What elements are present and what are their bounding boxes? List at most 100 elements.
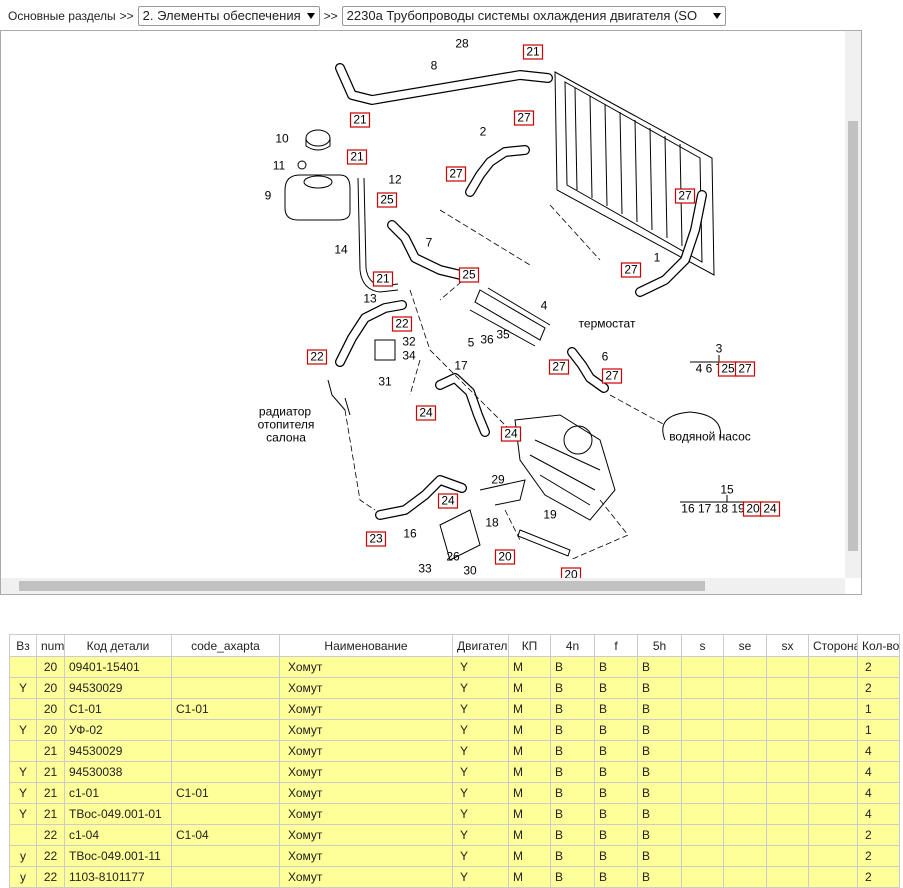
callout-boxed: 25: [380, 193, 394, 207]
breadcrumb-root[interactable]: Основные разделы: [8, 9, 116, 23]
callout: 18: [485, 516, 499, 530]
table-cell: y: [9, 845, 37, 867]
callout-box: [372, 271, 394, 287]
table-row: y 22 ТВос-049.001-11 Хомут Y M B B B 2: [9, 845, 900, 867]
table-cell: Y: [452, 677, 509, 699]
table-cell: [723, 824, 767, 846]
table-cell: [766, 845, 809, 867]
callout-boxed: 27: [552, 360, 566, 374]
engine: [529, 439, 601, 506]
callout: 16: [403, 527, 417, 541]
table-cell: 1: [857, 719, 900, 741]
callout: 10: [275, 132, 289, 146]
table-cell: B: [637, 761, 682, 783]
table-row: Y 20 94530029 Хомут Y M B B B 2: [9, 677, 900, 699]
callout-boxed: 22: [310, 350, 324, 364]
table-cell: M: [508, 824, 551, 846]
table-cell: [681, 866, 724, 888]
table-cell: [681, 782, 724, 804]
table-cell: [681, 803, 724, 825]
scroll-thumb[interactable]: [19, 581, 705, 591]
table-cell: 2: [857, 824, 900, 846]
callout: 32: [402, 335, 416, 349]
table-cell: [766, 698, 809, 720]
table-cell: y: [9, 866, 37, 888]
callout-box: [513, 110, 535, 126]
callout: 19: [543, 508, 557, 522]
callout: 15: [720, 483, 734, 497]
table-cell: [171, 719, 280, 741]
table-cell: [723, 740, 767, 762]
table-cell: Хомут: [279, 677, 453, 699]
table-row: Y 21 ТВос-049.001-01 Хомут Y M B B B 4: [9, 803, 900, 825]
callout-box: [365, 531, 387, 547]
table-cell: Y: [9, 677, 37, 699]
hose: [436, 374, 489, 436]
table-cell: B: [637, 740, 682, 762]
callout-boxed: 24: [441, 494, 455, 508]
table-cell: [681, 761, 724, 783]
radiator-fins: [574, 87, 683, 247]
table-row: 20 09401-15401 Хомут Y M B B B 2: [9, 656, 900, 678]
callout-boxed: 27: [449, 167, 463, 181]
callout: 30: [463, 564, 477, 578]
column-header: se: [723, 634, 767, 657]
callout-boxed: 27: [517, 111, 531, 125]
table-cell: [766, 782, 809, 804]
group-select[interactable]: 2230a Трубопроводы системы охлаждения дв…: [341, 6, 726, 26]
table-cell: [723, 761, 767, 783]
table-cell: [723, 803, 767, 825]
table-cell: 1103-8101177: [64, 866, 172, 888]
table-cell: B: [550, 866, 595, 888]
hose: [336, 301, 406, 366]
column-header: КП: [508, 634, 551, 657]
table-cell: [766, 866, 809, 888]
table-cell: 22: [36, 845, 65, 867]
table-cell: [171, 656, 280, 678]
table-cell: 09401-15401: [64, 656, 172, 678]
callout: отопителя: [258, 418, 315, 432]
callout: 31: [378, 375, 392, 389]
breadcrumb-separator: >>: [119, 9, 134, 23]
table-cell: B: [550, 845, 595, 867]
table-cell: [766, 824, 809, 846]
horizontal-scrollbar[interactable]: [1, 578, 845, 594]
table-cell: 94530038: [64, 761, 172, 783]
table-cell: C1-01: [171, 698, 280, 720]
callout-box: [391, 316, 413, 332]
callout-box: [522, 44, 544, 60]
callout-boxed: 27: [738, 362, 752, 376]
table-cell: 22: [36, 824, 65, 846]
table-cell: Y: [9, 719, 37, 741]
pump: [563, 425, 593, 455]
table-cell: 20: [36, 656, 65, 678]
parts-table: Вз num Код детали code_axapta Наименование Дв…: [9, 634, 900, 888]
table-cell: Хомут: [279, 845, 453, 867]
callout-box: [494, 549, 516, 565]
column-header: Сторона: [808, 634, 858, 657]
table-cell: [766, 656, 809, 678]
hose: [466, 146, 529, 196]
table-cell: [808, 782, 858, 804]
callout: 29: [491, 473, 505, 487]
table-row: Y 20 УФ-02 Хомут Y M B B B 1: [9, 719, 900, 741]
table-cell: [681, 677, 724, 699]
table-cell: [808, 866, 858, 888]
tube: [357, 177, 399, 293]
scroll-thumb[interactable]: [848, 121, 858, 551]
vertical-scrollbar[interactable]: [845, 31, 861, 578]
table-cell: Y: [9, 761, 37, 783]
table-cell: B: [594, 761, 638, 783]
section-select[interactable]: 2. Элементы обеспечения: [137, 6, 320, 26]
table-cell: M: [508, 740, 551, 762]
table-cell: [723, 719, 767, 741]
pipe: [336, 64, 552, 104]
callout: 17: [454, 359, 468, 373]
group-bracket: [680, 355, 778, 503]
hose: [376, 476, 466, 519]
table-cell: M: [508, 719, 551, 741]
table-cell: 4: [857, 761, 900, 783]
pump-outline: [662, 411, 722, 441]
column-header: code_axapta: [171, 634, 280, 657]
column-header: 4n: [550, 634, 595, 657]
